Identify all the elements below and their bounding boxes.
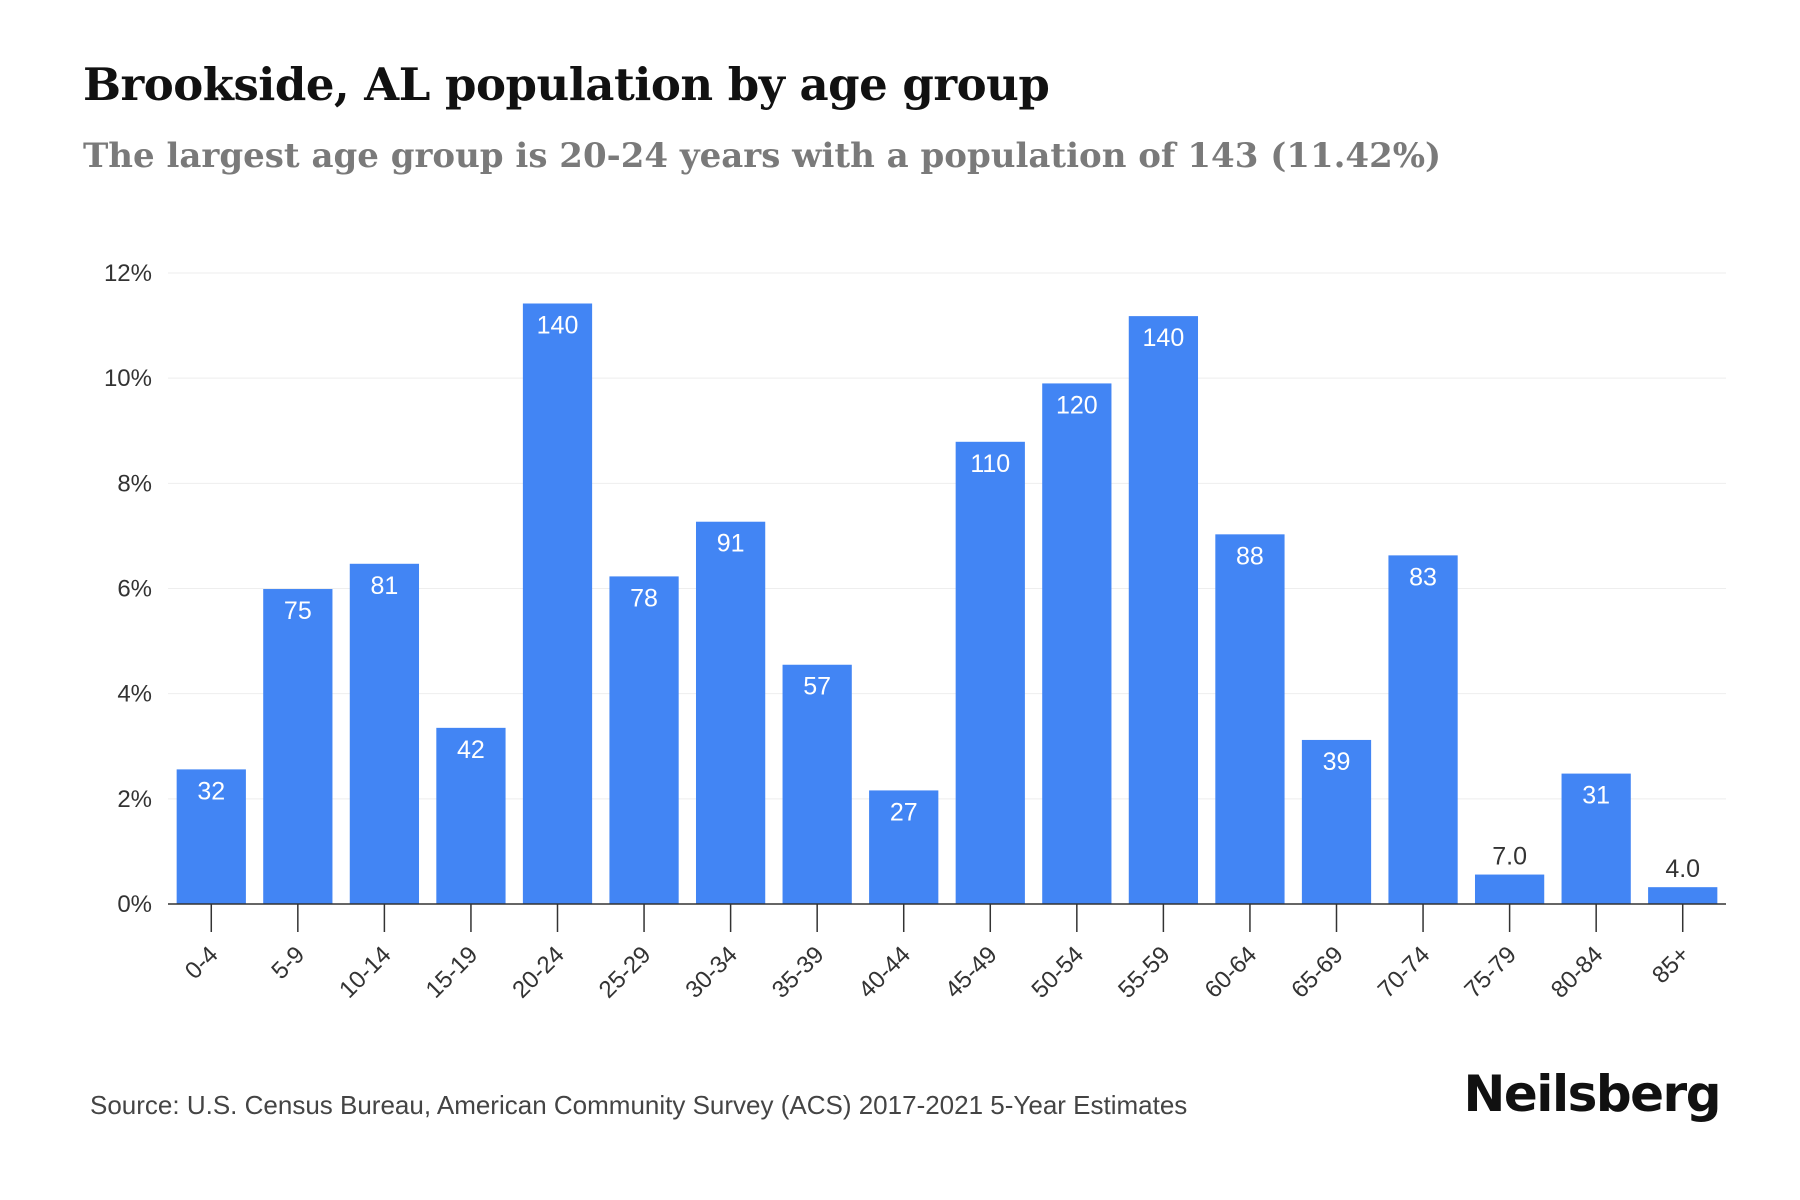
x-tick-label: 65-69	[1286, 941, 1349, 1004]
data-label: 91	[717, 530, 745, 558]
bar-40-44	[869, 790, 939, 904]
x-tick-label: 70-74	[1373, 941, 1436, 1004]
data-label: 31	[1582, 782, 1610, 810]
x-tick-label: 85+	[1647, 941, 1695, 989]
bar-85+	[1648, 887, 1718, 904]
bar-25-29	[609, 576, 679, 904]
x-tick-label: 15-19	[421, 941, 484, 1004]
data-label: 78	[630, 584, 658, 612]
y-tick-label: 12%	[104, 260, 152, 287]
y-tick-label: 2%	[117, 786, 152, 813]
data-label: 140	[537, 311, 579, 339]
data-label: 120	[1056, 391, 1098, 419]
source-note: Source: U.S. Census Bureau, American Com…	[90, 1090, 1188, 1120]
x-tick-label: 45-49	[940, 941, 1003, 1004]
bar-chart: 32 75 81 42 140 78 91 57 27 110 120 140 88 39 83 7.0 31 4…	[104, 260, 1726, 1004]
data-label: 57	[803, 673, 831, 701]
x-tick-label: 75-79	[1459, 941, 1522, 1004]
bar-15-19	[436, 727, 506, 904]
x-tick-label: 40-44	[853, 941, 916, 1004]
brand-logo: Neilsberg	[1463, 1065, 1722, 1123]
x-tick-label: 80-84	[1546, 941, 1609, 1004]
data-label: 4.0	[1665, 855, 1700, 883]
x-tick-label: 20-24	[507, 941, 570, 1004]
bar-45-49	[955, 441, 1025, 904]
chart-subtitle: The largest age group is 20-24 years wit…	[83, 136, 1442, 176]
x-tick-label: 35-39	[767, 941, 830, 1004]
data-label: 27	[890, 798, 918, 826]
gridlines	[168, 272, 1726, 800]
y-axis: 0% 2% 4% 6% 8% 10% 12%	[104, 260, 152, 918]
bar-75-79	[1474, 874, 1545, 904]
bar-65-69	[1301, 739, 1372, 904]
bar-0-4	[176, 769, 246, 904]
bar-10-14	[349, 563, 420, 904]
data-label: 39	[1323, 748, 1351, 776]
x-tick-label: 50-54	[1027, 941, 1090, 1004]
x-tick-label: 60-64	[1200, 941, 1263, 1004]
y-tick-label: 4%	[117, 681, 152, 708]
bar-35-39	[782, 664, 852, 904]
data-label: 140	[1143, 324, 1185, 352]
data-label: 75	[284, 597, 312, 625]
x-tick-label: 55-59	[1113, 941, 1176, 1004]
bar-30-34	[695, 521, 766, 904]
bar-5-9	[263, 589, 333, 904]
x-tick-label: 0-4	[180, 941, 224, 985]
x-tick-label: 30-34	[680, 941, 743, 1004]
y-tick-label: 6%	[117, 576, 152, 603]
data-label: 88	[1236, 542, 1264, 570]
data-label: 81	[370, 572, 398, 600]
y-tick-label: 0%	[117, 891, 152, 918]
bar-20-24	[522, 303, 593, 905]
data-label: 7.0	[1492, 843, 1527, 871]
bar-70-74	[1388, 555, 1458, 904]
x-tick-label: 25-29	[594, 941, 657, 1004]
data-label: 110	[970, 450, 1010, 478]
data-labels: 32 75 81 42 140 78 91 57 27 110 120 140 88 39 83 7.0 31 4…	[197, 311, 1700, 883]
data-label: 42	[457, 736, 485, 764]
x-tick-label: 10-14	[334, 941, 397, 1004]
chart-title: Brookside, AL population by age group	[83, 58, 1050, 111]
x-tick-label: 5-9	[266, 941, 310, 985]
y-tick-label: 10%	[104, 365, 152, 392]
bar-55-59	[1128, 316, 1199, 904]
bar-60-64	[1215, 534, 1285, 904]
bar-80-84	[1561, 773, 1631, 904]
data-label: 83	[1409, 563, 1437, 591]
y-tick-label: 8%	[117, 470, 152, 497]
x-axis: 0-4 5-9 10-14 15-19 20-24 25-29 30-34 35-39 40-4…	[168, 903, 1726, 1004]
data-label: 32	[197, 777, 225, 805]
bars	[176, 303, 1718, 905]
bar-50-54	[1042, 383, 1112, 904]
